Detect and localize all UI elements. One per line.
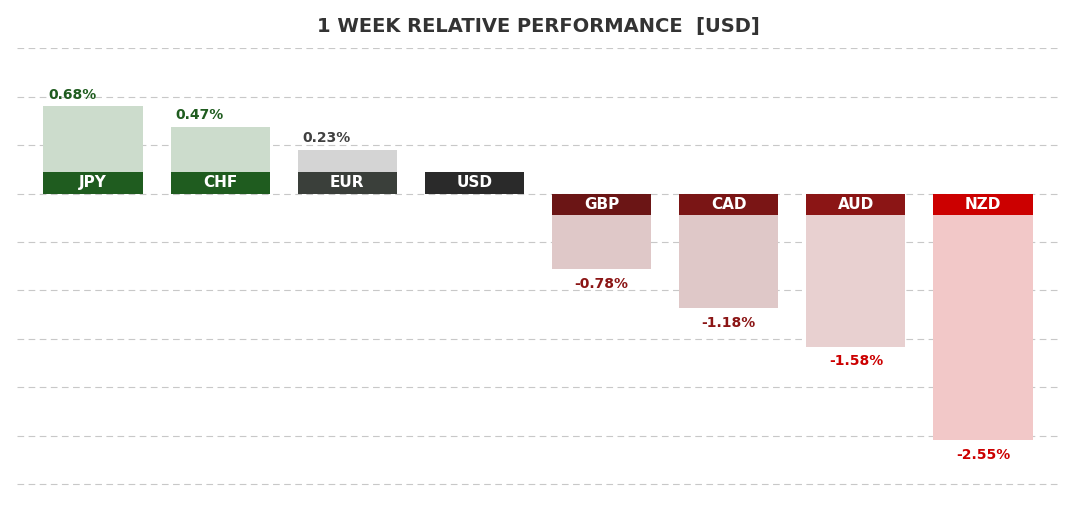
Bar — [170, 127, 270, 172]
Text: CHF: CHF — [203, 175, 237, 190]
Text: 0.23%: 0.23% — [302, 131, 351, 145]
Bar — [679, 215, 778, 308]
Title: 1 WEEK RELATIVE PERFORMANCE  [USD]: 1 WEEK RELATIVE PERFORMANCE [USD] — [316, 17, 760, 36]
Bar — [806, 215, 906, 346]
Bar — [552, 215, 651, 269]
FancyBboxPatch shape — [425, 172, 524, 193]
FancyBboxPatch shape — [679, 193, 778, 215]
Text: -1.18%: -1.18% — [702, 316, 755, 330]
FancyBboxPatch shape — [43, 172, 142, 193]
Text: -2.55%: -2.55% — [955, 448, 1010, 462]
Bar — [298, 150, 397, 172]
FancyBboxPatch shape — [806, 193, 906, 215]
Text: JPY: JPY — [79, 175, 107, 190]
FancyBboxPatch shape — [170, 172, 270, 193]
Text: -1.58%: -1.58% — [829, 354, 883, 368]
Text: 0.68%: 0.68% — [48, 87, 97, 101]
Text: -0.78%: -0.78% — [575, 277, 628, 291]
FancyBboxPatch shape — [552, 193, 651, 215]
FancyBboxPatch shape — [298, 172, 397, 193]
Text: 0.47%: 0.47% — [175, 108, 224, 122]
Bar — [934, 215, 1033, 440]
Text: AUD: AUD — [838, 197, 874, 212]
Text: GBP: GBP — [584, 197, 619, 212]
Text: CAD: CAD — [711, 197, 747, 212]
Text: NZD: NZD — [965, 197, 1002, 212]
FancyBboxPatch shape — [934, 193, 1033, 215]
Text: EUR: EUR — [330, 175, 365, 190]
Text: USD: USD — [456, 175, 493, 190]
Bar — [43, 107, 142, 172]
